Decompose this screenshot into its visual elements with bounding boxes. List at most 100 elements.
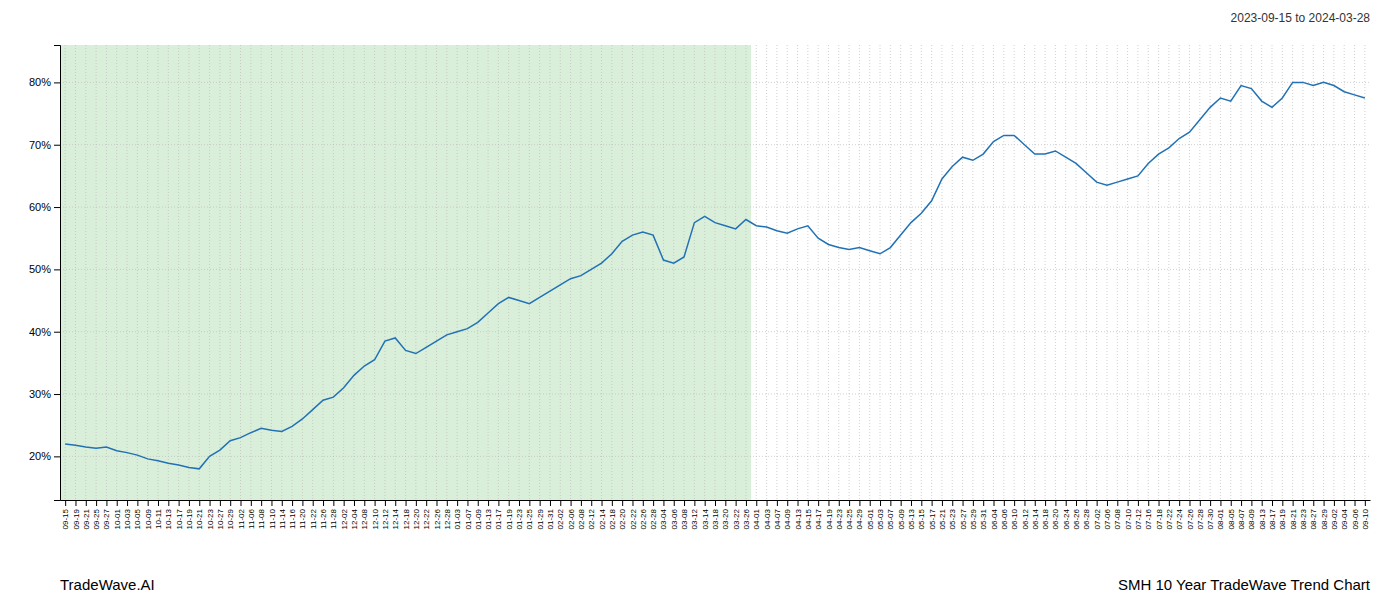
x-tick-label: 05-09: [897, 508, 906, 529]
x-tick: 03-04: [659, 500, 668, 529]
x-tick-label: 06-24: [1062, 508, 1071, 529]
x-grid-line: [1313, 45, 1314, 500]
x-tick: 09-25: [92, 500, 101, 529]
x-grid-line: [1148, 45, 1149, 500]
x-tick-mark: [86, 500, 87, 506]
x-tick-mark: [96, 500, 97, 506]
y-tick-mark: [54, 456, 60, 457]
x-tick-mark: [292, 500, 293, 506]
x-grid-line: [715, 45, 716, 500]
x-tick-mark: [1179, 500, 1180, 506]
x-tick-mark: [1159, 500, 1160, 506]
x-grid-line: [653, 45, 654, 500]
x-tick-label: 07-18: [1155, 508, 1164, 529]
x-grid-line: [178, 45, 179, 500]
x-grid-line: [1364, 45, 1365, 500]
x-tick-mark: [705, 500, 706, 506]
x-grid-line: [890, 45, 891, 500]
x-tick: 04-15: [804, 500, 813, 529]
x-tick-label: 01-29: [536, 508, 545, 529]
y-tick-mark: [54, 394, 60, 395]
x-tick: 10-19: [185, 500, 194, 529]
x-tick-mark: [1262, 500, 1263, 506]
x-grid-line: [601, 45, 602, 500]
x-tick-mark: [1024, 500, 1025, 506]
x-grid-line: [147, 45, 148, 500]
x-tick-mark: [942, 500, 943, 506]
x-grid-line: [240, 45, 241, 500]
subtitle: 2023-09-15 to 2024-03-28: [1231, 11, 1371, 25]
x-tick-label: 03-06: [670, 508, 679, 529]
marks: [60, 45, 751, 500]
x-tick-mark: [1251, 500, 1252, 506]
x-tick: 01-29: [536, 500, 545, 529]
x-tick-mark: [261, 500, 262, 506]
x-grid-line: [560, 45, 561, 500]
x-tick-mark: [1231, 500, 1232, 506]
x-tick-label: 07-16: [1144, 508, 1153, 529]
x-tick-mark: [117, 500, 118, 506]
x-tick-label: 01-19: [505, 508, 514, 529]
x-tick-mark: [963, 500, 964, 506]
x-grid-line: [1158, 45, 1159, 500]
x-tick-label: 04-17: [814, 508, 823, 529]
x-tick-label: 02-20: [618, 508, 627, 529]
x-tick: 08-27: [1309, 500, 1318, 529]
x-tick: 03-08: [680, 500, 689, 529]
x-tick-label: 08-09: [1247, 508, 1256, 529]
x-tick: 05-01: [866, 500, 875, 529]
x-tick-mark: [333, 500, 334, 506]
x-tick-label: 05-07: [886, 508, 895, 529]
x-tick-mark: [509, 500, 510, 506]
x-tick-label: 05-23: [948, 508, 957, 529]
x-grid-line: [1199, 45, 1200, 500]
x-grid-line: [838, 45, 839, 500]
x-tick: 02-22: [629, 500, 638, 529]
x-tick: 11-28: [329, 500, 338, 529]
x-tick: 07-28: [1196, 500, 1205, 529]
x-grid-line: [75, 45, 76, 500]
x-tick-mark: [1066, 500, 1067, 506]
x-tick-label: 02-14: [598, 508, 607, 529]
x-tick-mark: [746, 500, 747, 506]
x-tick: 09-15: [61, 500, 70, 529]
x-tick-label: 09-10: [1361, 508, 1370, 529]
x-tick: 02-14: [598, 500, 607, 529]
x-tick: 08-29: [1320, 500, 1329, 529]
x-tick-label: 07-30: [1206, 508, 1215, 529]
x-tick-mark: [488, 500, 489, 506]
x-tick: 10-21: [195, 500, 204, 529]
x-tick: 04-25: [845, 500, 854, 529]
x-tick-mark: [571, 500, 572, 506]
x-tick-mark: [1169, 500, 1170, 506]
x-tick: 01-03: [453, 500, 462, 529]
x-tick-label: 02-28: [649, 508, 658, 529]
x-grid-line: [632, 45, 633, 500]
x-tick-label: 03-14: [701, 508, 710, 529]
x-tick: 08-09: [1247, 500, 1256, 529]
x-tick-mark: [220, 500, 221, 506]
x-tick-label: 10-21: [195, 508, 204, 529]
x-grid-line: [1282, 45, 1283, 500]
x-tick-mark: [302, 500, 303, 506]
x-grid-line: [426, 45, 427, 500]
x-tick-label: 12-08: [360, 508, 369, 529]
x-tick-label: 08-07: [1237, 508, 1246, 529]
x-tick: 11-22: [309, 500, 318, 529]
x-tick-label: 11-28: [329, 508, 338, 528]
x-tick: 11-02: [237, 500, 246, 529]
x-tick-label: 11-20: [298, 508, 307, 528]
x-tick-label: 12-22: [422, 508, 431, 529]
x-grid-line: [488, 45, 489, 500]
x-grid-line: [849, 45, 850, 500]
x-tick-mark: [828, 500, 829, 506]
x-tick-label: 11-22: [309, 508, 318, 528]
x-tick-label: 03-12: [690, 508, 699, 529]
x-tick: 09-19: [72, 500, 81, 529]
x-tick-label: 11-10: [268, 508, 277, 528]
x-tick: 05-29: [969, 500, 978, 529]
x-tick: 12-14: [391, 500, 400, 529]
x-tick-label: 07-26: [1186, 508, 1195, 529]
x-tick: 02-12: [587, 500, 596, 529]
x-tick-mark: [890, 500, 891, 506]
